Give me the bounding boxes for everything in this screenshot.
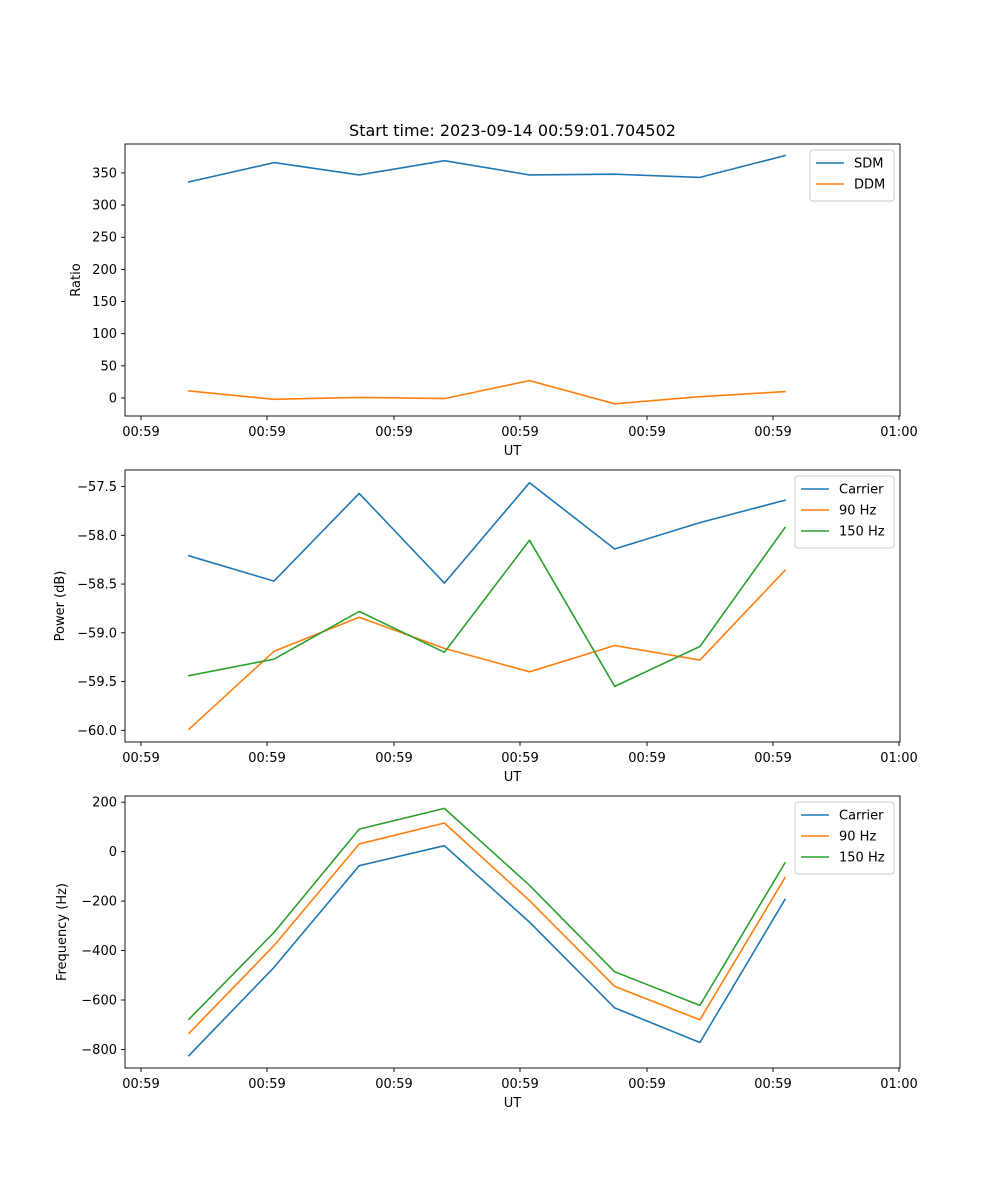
x-tick-label: 00:59 — [501, 751, 538, 766]
y-axis-label: Frequency (Hz) — [55, 883, 70, 981]
y-tick-label: −57.5 — [77, 480, 117, 495]
x-tick-label: 00:59 — [628, 425, 665, 440]
legend-label: SDM — [854, 157, 883, 172]
x-tick-label: 01:00 — [880, 751, 917, 766]
x-tick-label: 00:59 — [248, 751, 285, 766]
y-tick-label: −58.0 — [77, 529, 117, 544]
y-tick-label: 100 — [92, 327, 117, 342]
y-tick-label: 50 — [100, 359, 117, 374]
ratio-series-ddm-line — [188, 379, 786, 405]
x-tick-label: 00:59 — [122, 425, 159, 440]
y-tick-label: −58.5 — [77, 578, 117, 593]
power-legend: Carrier 90 Hz 150 Hz — [794, 475, 895, 549]
x-tick-label: 00:59 — [628, 751, 665, 766]
legend-label: 150 Hz — [839, 851, 885, 866]
y-tick-label: 250 — [92, 231, 117, 246]
y-tick-label: −400 — [81, 944, 117, 959]
x-tick-label: 00:59 — [375, 425, 412, 440]
ratio-axes-frame — [124, 143, 901, 417]
frequency-panel: 00:59 00:59 00:59 00:59 00:59 00:59 01:00 −800 −… — [55, 795, 918, 1111]
frequency-axes-frame — [124, 795, 901, 1069]
x-tick-label: 00:59 — [754, 751, 791, 766]
legend-box — [794, 801, 895, 875]
frequency-legend: Carrier 90 Hz 150 Hz — [794, 801, 895, 875]
y-tick-label: −60.0 — [77, 724, 117, 739]
frequency-series-carrier-line — [187, 844, 787, 1057]
ratio-legend: SDM DDM — [809, 149, 895, 202]
x-tick-label: 00:59 — [501, 1077, 538, 1092]
legend-label: Carrier — [839, 809, 884, 824]
legend-label: 90 Hz — [839, 830, 876, 845]
y-tick-label: −59.0 — [77, 626, 117, 641]
x-axis-label: UT — [504, 770, 522, 785]
x-tick-label: 00:59 — [628, 1077, 665, 1092]
x-tick-label: 00:59 — [375, 751, 412, 766]
y-tick-label: 200 — [92, 263, 117, 278]
ratio-panel: Start time: 2023-09-14 00:59:01.70450200… — [69, 121, 918, 459]
x-tick-label: 00:59 — [375, 1077, 412, 1092]
legend-label: DDM — [854, 178, 885, 193]
x-tick-label: 00:59 — [248, 425, 285, 440]
chart-title: Start time: 2023-09-14 00:59:01.704502 — [349, 121, 676, 140]
y-tick-label: −600 — [81, 994, 117, 1009]
power-axes-frame — [124, 469, 901, 743]
y-tick-label: 150 — [92, 295, 117, 310]
x-tick-label: 01:00 — [880, 425, 917, 440]
power-panel: 00:59 00:59 00:59 00:59 00:59 00:59 01:00 −60.0… — [53, 469, 918, 785]
x-tick-label: 00:59 — [754, 425, 791, 440]
frequency-series-150-hz-line — [187, 807, 787, 1021]
y-tick-label: −200 — [81, 895, 117, 910]
y-axis-label: Ratio — [69, 263, 84, 296]
y-tick-label: 200 — [92, 796, 117, 811]
power-series-150-hz-line — [187, 526, 787, 688]
frequency-series-90-hz-line — [187, 822, 787, 1035]
legend-label: 150 Hz — [839, 525, 885, 540]
y-tick-label: 300 — [92, 199, 117, 214]
x-tick-label: 00:59 — [501, 425, 538, 440]
power-series-carrier-line — [187, 481, 786, 584]
ratio-series-sdm-line — [187, 154, 786, 183]
x-axis-label: UT — [504, 1096, 522, 1111]
power-series-90-hz-line — [187, 569, 787, 731]
y-tick-label: 0 — [109, 391, 117, 406]
x-tick-label: 01:00 — [880, 1077, 917, 1092]
x-tick-label: 00:59 — [122, 1077, 159, 1092]
y-tick-label: 0 — [109, 845, 117, 860]
y-axis-label: Power (dB) — [53, 571, 68, 642]
legend-label: 90 Hz — [839, 504, 876, 519]
x-axis-label: UT — [504, 444, 522, 459]
x-tick-label: 00:59 — [122, 751, 159, 766]
y-tick-label: −800 — [81, 1043, 117, 1058]
legend-label: Carrier — [839, 483, 884, 498]
x-tick-label: 00:59 — [248, 1077, 285, 1092]
x-tick-label: 00:59 — [754, 1077, 791, 1092]
legend-box — [794, 475, 895, 549]
y-tick-label: −59.5 — [77, 675, 117, 690]
y-tick-label: 350 — [92, 166, 117, 181]
